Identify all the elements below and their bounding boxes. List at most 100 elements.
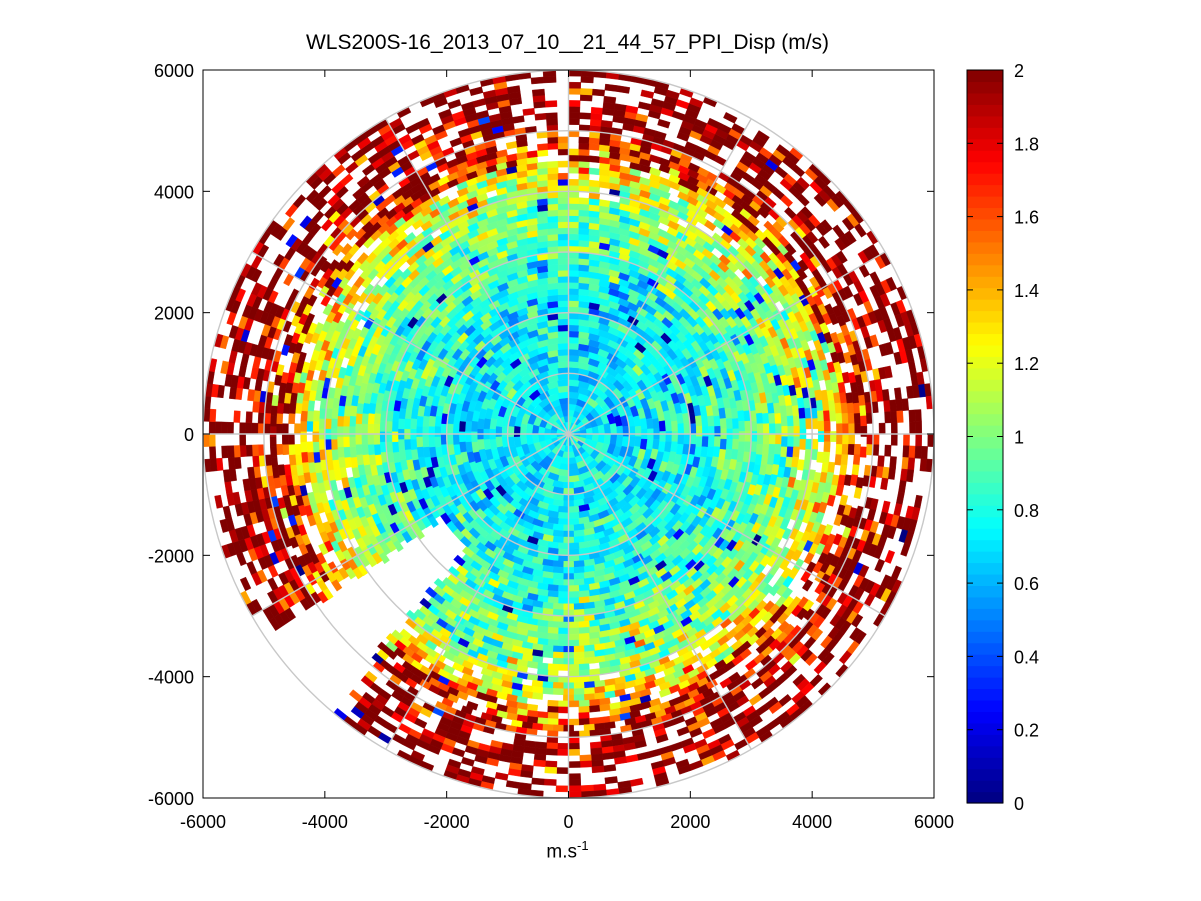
cell bbox=[536, 161, 549, 170]
cell bbox=[854, 423, 862, 435]
cell bbox=[768, 443, 776, 456]
cell bbox=[798, 407, 806, 419]
cell bbox=[522, 107, 535, 116]
cell bbox=[793, 436, 801, 448]
cell bbox=[312, 420, 320, 432]
cell bbox=[568, 154, 580, 162]
cell bbox=[568, 761, 581, 768]
cell bbox=[847, 443, 855, 456]
cell bbox=[824, 431, 831, 443]
cell bbox=[547, 233, 559, 242]
cell bbox=[263, 423, 271, 435]
cell bbox=[714, 425, 721, 437]
cell bbox=[557, 251, 569, 259]
cell bbox=[568, 749, 580, 756]
cell bbox=[568, 203, 580, 210]
cell bbox=[578, 160, 590, 169]
cell bbox=[852, 454, 861, 466]
cell bbox=[428, 436, 436, 448]
cell bbox=[817, 420, 825, 432]
cell bbox=[583, 644, 595, 653]
cell bbox=[713, 415, 721, 427]
cell bbox=[552, 651, 564, 659]
cell bbox=[288, 454, 297, 466]
cell bbox=[294, 423, 301, 435]
cell bbox=[738, 431, 746, 443]
cell bbox=[336, 425, 344, 437]
cell bbox=[557, 505, 569, 514]
cell bbox=[245, 411, 253, 424]
cell bbox=[288, 444, 296, 456]
cell bbox=[547, 239, 559, 248]
cell bbox=[568, 518, 580, 526]
cell bbox=[557, 330, 569, 338]
cell bbox=[719, 417, 728, 430]
cell bbox=[568, 178, 580, 186]
cell bbox=[276, 413, 284, 425]
cell bbox=[568, 342, 580, 350]
cell bbox=[852, 402, 861, 414]
cell bbox=[331, 449, 339, 461]
cell bbox=[872, 433, 880, 446]
cell bbox=[557, 700, 569, 708]
cell bbox=[573, 651, 585, 659]
cell bbox=[568, 160, 580, 168]
cell bbox=[792, 446, 800, 458]
cell bbox=[281, 423, 289, 435]
cell bbox=[568, 118, 580, 125]
cell bbox=[787, 436, 795, 448]
cell bbox=[557, 354, 569, 363]
cell bbox=[568, 348, 580, 356]
cell bbox=[557, 342, 569, 350]
cell bbox=[568, 336, 580, 344]
cell bbox=[534, 113, 547, 121]
cell bbox=[578, 203, 590, 211]
cell bbox=[701, 415, 709, 427]
cell bbox=[547, 718, 559, 726]
cell bbox=[245, 422, 253, 435]
cell bbox=[695, 425, 703, 437]
cell bbox=[588, 717, 600, 725]
cell bbox=[557, 142, 569, 150]
cell bbox=[247, 466, 256, 479]
cell bbox=[547, 706, 559, 714]
cell bbox=[281, 433, 289, 445]
cell bbox=[397, 438, 405, 450]
cell bbox=[349, 446, 357, 458]
cell bbox=[282, 402, 291, 414]
cell bbox=[557, 749, 569, 756]
cell bbox=[349, 425, 356, 437]
cell bbox=[247, 389, 256, 402]
cell bbox=[578, 173, 590, 181]
cell bbox=[355, 443, 363, 456]
cell bbox=[557, 512, 569, 520]
cell bbox=[239, 433, 247, 446]
cell bbox=[568, 191, 580, 198]
cell bbox=[557, 227, 569, 235]
cell bbox=[578, 136, 590, 144]
cell bbox=[894, 387, 902, 400]
cell bbox=[827, 461, 836, 474]
cell bbox=[568, 269, 580, 277]
cell bbox=[568, 324, 580, 332]
cell bbox=[598, 703, 611, 712]
cell bbox=[552, 657, 564, 665]
cell bbox=[373, 443, 381, 456]
cell bbox=[583, 656, 595, 665]
cell bbox=[547, 209, 559, 217]
cell bbox=[890, 422, 898, 435]
cell bbox=[568, 676, 580, 683]
cell bbox=[409, 417, 418, 430]
cell bbox=[403, 418, 412, 430]
cell bbox=[895, 398, 903, 412]
cell bbox=[416, 425, 423, 437]
cell bbox=[774, 443, 782, 456]
cell bbox=[573, 578, 585, 586]
cell bbox=[568, 87, 581, 95]
cell bbox=[573, 645, 585, 653]
cell bbox=[583, 687, 595, 695]
cell bbox=[568, 585, 580, 592]
cell bbox=[588, 143, 600, 151]
cell bbox=[846, 402, 855, 414]
